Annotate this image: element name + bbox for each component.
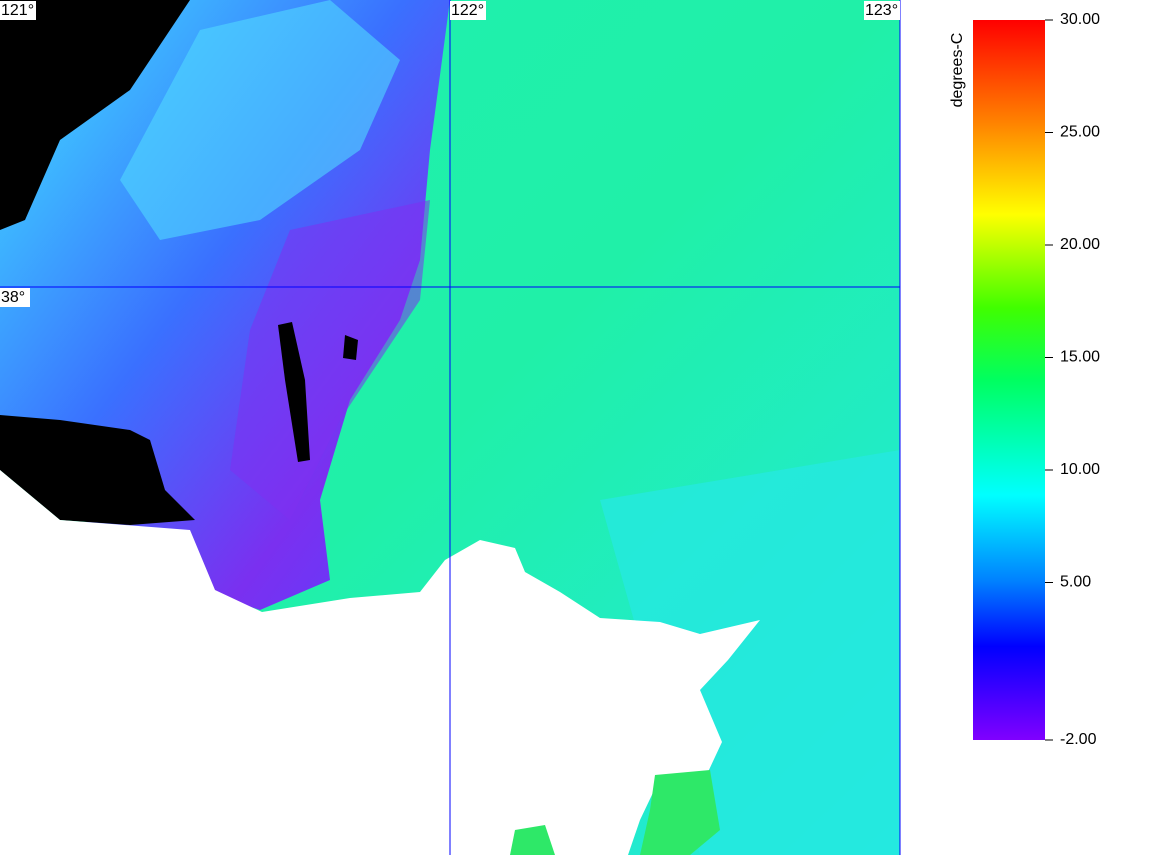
cloud	[278, 322, 310, 462]
cold-patch	[120, 0, 400, 240]
colorbar-tick-label: -2.00	[1060, 731, 1097, 748]
land-cloud	[0, 415, 195, 525]
graticule: 121° 122° 123° 38°	[0, 0, 901, 855]
label-bg	[0, 288, 30, 307]
label-bg	[864, 1, 900, 20]
latitude-label: 38°	[1, 289, 25, 306]
warm-bay	[640, 770, 720, 855]
longitude-label: 121°	[1, 2, 34, 19]
colorbar-tick-label: 10.00	[1060, 461, 1100, 478]
colorbar-tick-label: 15.00	[1060, 349, 1100, 366]
colorbar-tick-label: 20.00	[1060, 236, 1100, 253]
colorbar-tick-label: 5.00	[1060, 574, 1091, 591]
warm-bay	[510, 825, 555, 855]
cloud	[343, 335, 358, 360]
colorbar-ticks: 30.00 25.00 20.00 15.00 10.00 5.00 -2.00	[1045, 11, 1100, 748]
colorbar	[973, 20, 1045, 740]
label-bg	[450, 1, 486, 20]
coldest-water	[230, 200, 430, 520]
longitude-label: 122°	[451, 2, 484, 19]
label-bg	[0, 1, 36, 20]
land	[0, 470, 760, 855]
longitude-label: 123°	[865, 2, 898, 19]
colorbar-unit: degrees-C	[949, 33, 966, 108]
colorbar-tick-label: 25.00	[1060, 124, 1100, 141]
colorbar-tick-label: 30.00	[1060, 11, 1100, 28]
land-cloud	[0, 0, 190, 230]
